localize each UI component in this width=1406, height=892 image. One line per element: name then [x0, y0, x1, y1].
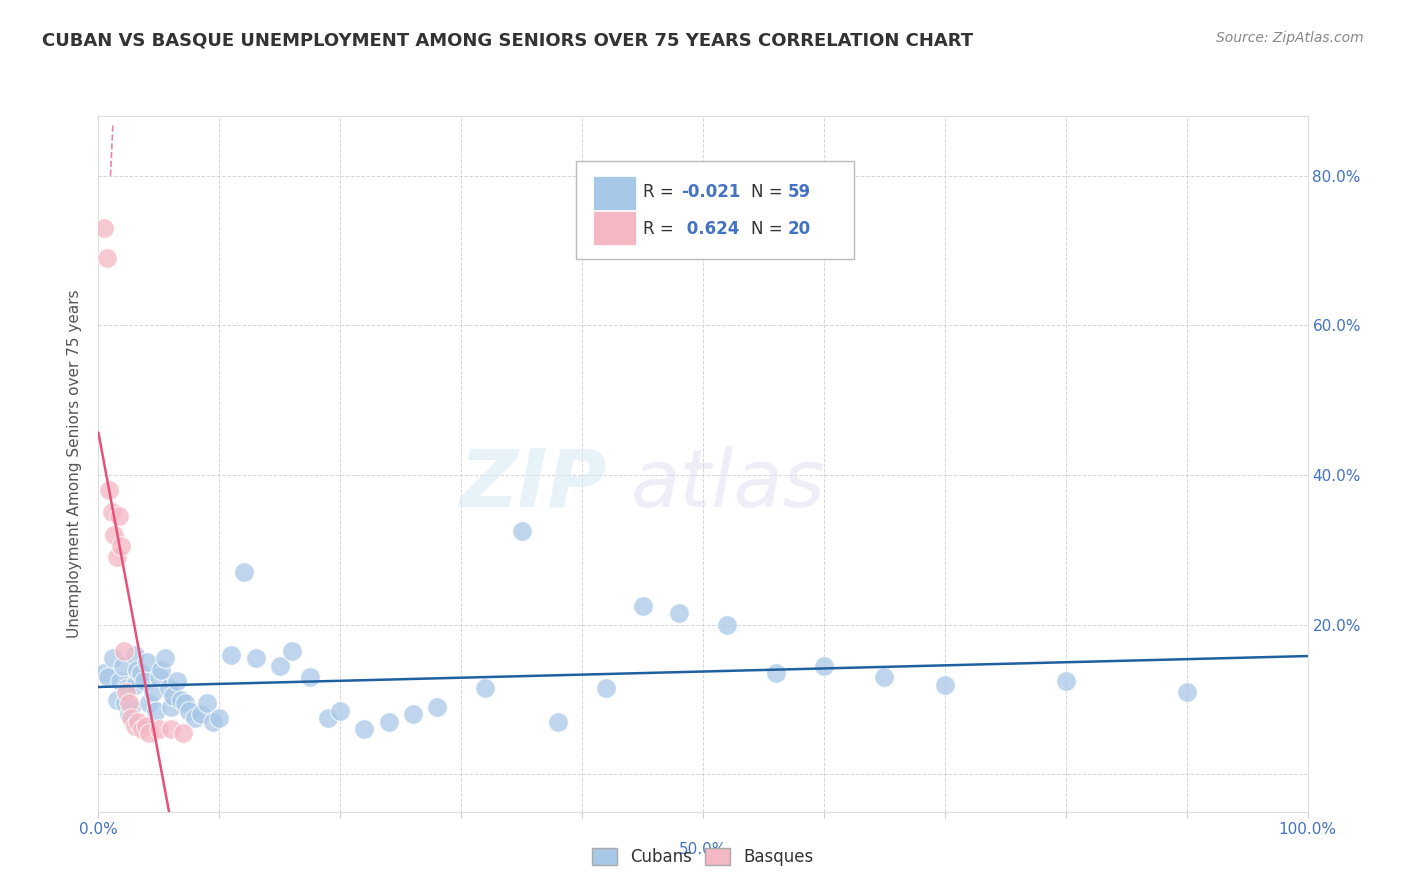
- Point: [150, 663, 173, 677]
- Point: [134, 673, 156, 688]
- Point: [169, 692, 191, 706]
- Point: [765, 666, 787, 681]
- Text: atlas: atlas: [630, 446, 825, 524]
- Point: [127, 714, 149, 729]
- Point: [299, 670, 322, 684]
- Point: [813, 658, 835, 673]
- Point: [160, 700, 183, 714]
- Point: [124, 677, 146, 691]
- Text: 50.0%: 50.0%: [679, 842, 727, 857]
- Point: [426, 700, 449, 714]
- Point: [232, 566, 254, 580]
- Point: [162, 689, 184, 703]
- Point: [118, 707, 141, 722]
- Point: [120, 711, 142, 725]
- Point: [221, 648, 243, 662]
- Point: [547, 714, 569, 729]
- Point: [172, 726, 194, 740]
- Text: R =: R =: [643, 184, 679, 202]
- Point: [316, 711, 339, 725]
- Point: [101, 651, 124, 665]
- Point: [245, 651, 267, 665]
- Point: [179, 704, 201, 718]
- Point: [118, 696, 141, 710]
- Point: [96, 251, 118, 265]
- Text: 59: 59: [787, 184, 811, 202]
- Point: [117, 681, 139, 696]
- Point: [631, 599, 654, 613]
- Point: [124, 719, 146, 733]
- Point: [208, 711, 231, 725]
- Text: 20: 20: [787, 219, 811, 237]
- Point: [148, 670, 170, 684]
- Point: [402, 707, 425, 722]
- FancyBboxPatch shape: [593, 177, 637, 210]
- Point: [131, 723, 153, 737]
- Point: [135, 655, 157, 669]
- Point: [160, 723, 183, 737]
- Point: [329, 704, 352, 718]
- Text: Source: ZipAtlas.com: Source: ZipAtlas.com: [1216, 31, 1364, 45]
- Point: [153, 651, 176, 665]
- Point: [934, 677, 956, 691]
- Text: N =: N =: [751, 184, 789, 202]
- Point: [124, 648, 146, 662]
- Point: [108, 673, 131, 688]
- Point: [93, 666, 115, 681]
- Point: [112, 644, 135, 658]
- Y-axis label: Unemployment Among Seniors over 75 years: Unemployment Among Seniors over 75 years: [67, 290, 83, 638]
- Point: [138, 726, 160, 740]
- Point: [269, 658, 291, 673]
- Point: [202, 714, 225, 729]
- Point: [184, 711, 207, 725]
- Point: [115, 685, 138, 699]
- Point: [93, 221, 115, 235]
- Point: [145, 704, 167, 718]
- Text: N =: N =: [751, 219, 789, 237]
- Point: [195, 696, 218, 710]
- Point: [100, 506, 122, 520]
- Point: [353, 723, 375, 737]
- Point: [110, 539, 132, 553]
- Text: ZIP: ZIP: [458, 446, 606, 524]
- Point: [138, 696, 160, 710]
- Point: [135, 719, 157, 733]
- Point: [142, 685, 165, 699]
- Point: [377, 714, 399, 729]
- Point: [190, 707, 212, 722]
- Point: [97, 670, 120, 684]
- Point: [98, 483, 121, 497]
- FancyBboxPatch shape: [576, 161, 855, 259]
- Point: [1175, 685, 1198, 699]
- Point: [127, 663, 149, 677]
- Point: [166, 673, 188, 688]
- Point: [108, 509, 131, 524]
- Point: [114, 696, 136, 710]
- Point: [148, 723, 170, 737]
- Point: [120, 700, 142, 714]
- Point: [873, 670, 896, 684]
- FancyBboxPatch shape: [593, 211, 637, 244]
- Text: CUBAN VS BASQUE UNEMPLOYMENT AMONG SENIORS OVER 75 YEARS CORRELATION CHART: CUBAN VS BASQUE UNEMPLOYMENT AMONG SENIO…: [42, 31, 973, 49]
- Point: [1054, 673, 1077, 688]
- Legend: Cubans, Basques: Cubans, Basques: [585, 841, 821, 873]
- Text: -0.021: -0.021: [682, 184, 741, 202]
- Point: [510, 524, 533, 538]
- Point: [281, 644, 304, 658]
- Point: [668, 607, 690, 621]
- Text: R =: R =: [643, 219, 679, 237]
- Point: [105, 692, 128, 706]
- Point: [129, 666, 152, 681]
- Point: [157, 681, 180, 696]
- Point: [174, 696, 197, 710]
- Point: [595, 681, 617, 696]
- Point: [103, 528, 125, 542]
- Text: 0.624: 0.624: [682, 219, 740, 237]
- Point: [111, 658, 134, 673]
- Point: [474, 681, 496, 696]
- Point: [716, 617, 738, 632]
- Point: [105, 550, 128, 565]
